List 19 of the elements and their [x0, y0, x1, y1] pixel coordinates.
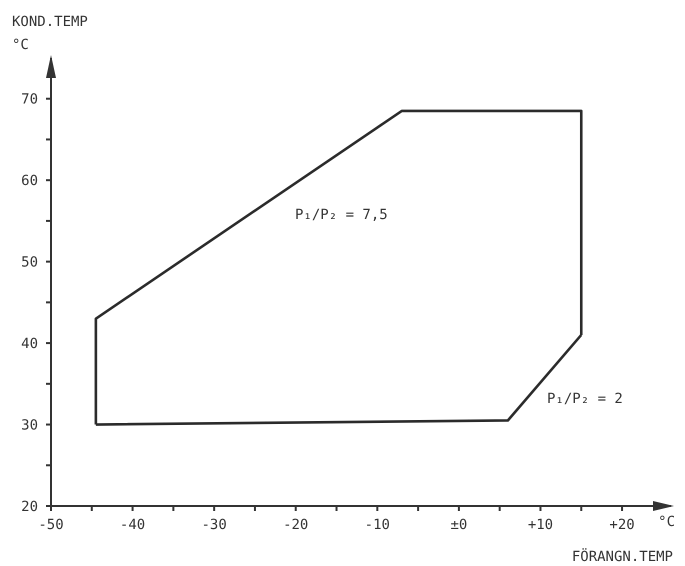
x-tick-label: -30 — [202, 517, 227, 533]
annotation: P₁/P₂ = 2 — [547, 391, 623, 407]
x-tick-label: -50 — [38, 517, 64, 533]
y-axis-title: KOND.TEMP °C — [12, 14, 88, 53]
x-tick-label: -10 — [364, 517, 390, 533]
y-tick-label: 40 — [21, 336, 38, 352]
x-tick-label: +10 — [528, 517, 554, 533]
x-tick-label: -20 — [283, 517, 308, 533]
text: °C — [658, 514, 675, 530]
y-tick-label: 30 — [21, 418, 38, 434]
y-tick-label: 50 — [21, 254, 38, 271]
x-tick-label: ±0 — [450, 517, 468, 533]
y-tick-label: 20 — [21, 499, 38, 515]
x-axis-title: FÖRANGN.TEMP — [572, 549, 673, 565]
annotation: P₁/P₂ = 7,5 — [295, 207, 388, 223]
x-tick-label: -40 — [120, 517, 146, 533]
y-tick-label: 60 — [21, 173, 38, 190]
x-tick-label: +20 — [609, 517, 635, 533]
y-tick-label: 70 — [21, 92, 38, 108]
